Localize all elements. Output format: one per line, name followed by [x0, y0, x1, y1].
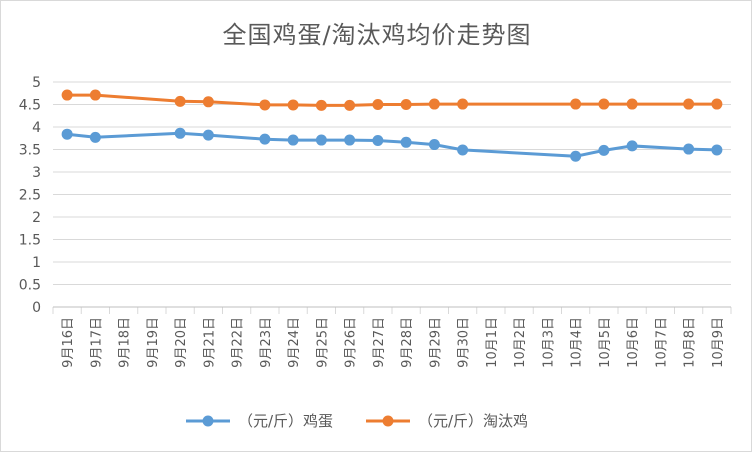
legend-marker	[202, 415, 214, 427]
data-point	[372, 135, 384, 146]
legend-item-1: （元/斤）淘汰鸡	[366, 412, 528, 430]
data-point	[315, 99, 327, 111]
data-point	[598, 98, 610, 110]
x-tick-label: 9月17日	[89, 317, 104, 368]
series-lines	[61, 89, 723, 162]
y-tick-label: 1.5	[19, 233, 41, 249]
data-point	[89, 131, 101, 143]
y-tick-label: 1	[32, 255, 41, 271]
x-tick-label: 10月2日	[513, 317, 528, 368]
series-0	[61, 127, 723, 162]
x-tick-label: 9月21日	[202, 317, 217, 368]
x-tick-label: 9月16日	[61, 317, 76, 368]
legend-marker	[382, 415, 394, 427]
x-tick-label: 9月26日	[344, 317, 359, 368]
x-tick-label: 9月19日	[146, 317, 161, 368]
x-tick-label: 10月8日	[683, 317, 698, 368]
data-point	[457, 144, 469, 156]
y-tick-label: 5	[32, 75, 41, 91]
x-tick-label: 9月30日	[457, 317, 472, 368]
y-tick-label: 4	[32, 120, 41, 136]
x-tick-label: 10月3日	[541, 317, 556, 368]
y-tick-label: 4.5	[19, 98, 41, 114]
data-point	[428, 98, 440, 110]
x-axis-ticks: 9月16日 9月17日 9月18日 9月19日 9月20日 9月21日 9月22日 9月23日…	[61, 317, 726, 368]
legend-item-0: （元/斤）鸡蛋	[186, 412, 333, 430]
x-tick-label: 9月29日	[428, 317, 443, 368]
x-tick-label: 9月25日	[315, 317, 330, 368]
y-axis-ticks: 0 0.5 1 1.5 2 2.5 3 3.5 4 4.5 5	[19, 75, 41, 316]
legend-label: （元/斤）鸡蛋	[238, 412, 333, 430]
data-point	[174, 95, 186, 107]
data-point	[89, 89, 101, 101]
data-point	[711, 98, 723, 110]
series-line	[65, 93, 719, 107]
data-point	[287, 99, 299, 111]
data-point	[344, 99, 356, 111]
data-point	[372, 99, 384, 110]
data-point	[683, 143, 695, 155]
data-point	[61, 89, 73, 101]
data-point	[400, 99, 412, 110]
x-tick-label: 10月6日	[626, 317, 641, 368]
data-point	[315, 134, 327, 146]
chart-title: 全国鸡蛋/淘汰鸡均价走势图	[222, 21, 532, 49]
x-tick-label: 10月4日	[570, 317, 585, 368]
series-1	[61, 89, 723, 111]
x-tick-label: 9月18日	[118, 317, 133, 368]
data-point	[259, 133, 271, 145]
data-point	[400, 136, 412, 148]
data-point	[626, 98, 638, 110]
data-point	[683, 98, 695, 110]
data-point	[428, 139, 440, 151]
x-tick-label: 9月24日	[287, 317, 302, 368]
x-tick-label: 9月28日	[400, 317, 415, 368]
data-point	[287, 134, 299, 146]
y-tick-label: 3.5	[19, 143, 41, 159]
data-point	[711, 144, 723, 156]
legend: （元/斤）鸡蛋 （元/斤）淘汰鸡	[186, 412, 528, 430]
x-tick-label: 10月9日	[711, 317, 726, 368]
x-tick-label: 10月1日	[485, 317, 500, 368]
data-point	[344, 134, 356, 146]
y-tick-label: 2	[32, 210, 41, 226]
data-point	[202, 129, 214, 141]
series-line	[65, 131, 719, 158]
data-point	[570, 150, 582, 162]
data-point	[626, 140, 638, 152]
data-point	[259, 99, 271, 111]
data-point	[457, 98, 469, 110]
data-point	[202, 96, 214, 108]
legend-label: （元/斤）淘汰鸡	[418, 412, 528, 430]
data-point	[61, 128, 73, 140]
data-point	[598, 144, 610, 156]
x-tick-label: 9月20日	[174, 317, 189, 368]
x-tick-label: 9月23日	[259, 317, 274, 368]
x-tick-label: 9月22日	[231, 317, 246, 368]
x-tick-label: 9月27日	[372, 317, 387, 368]
x-tick-label: 10月7日	[654, 317, 669, 368]
gridlines	[52, 81, 732, 314]
data-point	[174, 127, 186, 139]
y-tick-label: 0	[32, 300, 41, 316]
y-tick-label: 0.5	[19, 278, 41, 294]
y-tick-label: 3	[32, 165, 41, 181]
x-tick-label: 10月5日	[598, 317, 613, 368]
data-point	[570, 98, 582, 110]
y-tick-label: 2.5	[19, 188, 41, 204]
